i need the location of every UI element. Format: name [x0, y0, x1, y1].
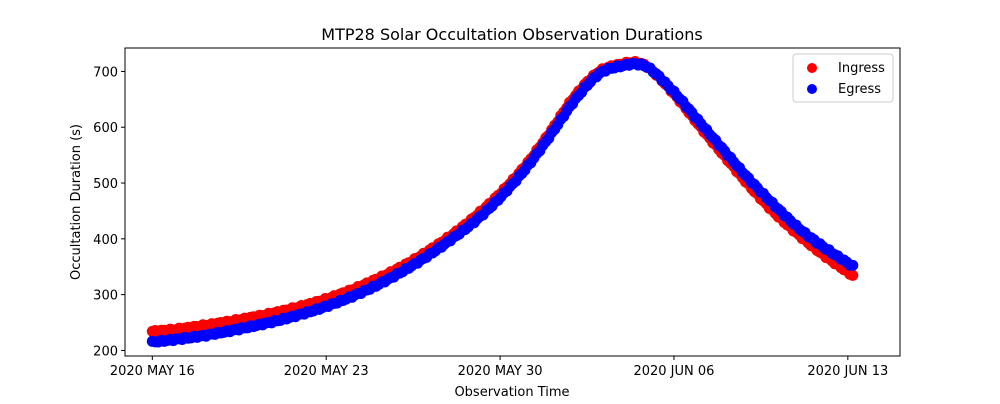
- legend-marker-ingress: [807, 63, 817, 73]
- x-axis-label: Observation Time: [454, 385, 569, 400]
- point-ingress: [847, 269, 859, 281]
- y-axis: 200 300 400 500 600 700: [93, 65, 125, 359]
- x-tick-label: 2020 MAY 30: [458, 364, 543, 379]
- y-tick-label: 500: [93, 177, 118, 192]
- legend: Ingress Egress: [792, 53, 894, 103]
- legend-label-egress: Egress: [838, 82, 881, 97]
- axes-frame: [124, 47, 901, 357]
- y-tick-label: 700: [93, 65, 118, 80]
- y-tick-label: 300: [93, 289, 118, 304]
- plot-marks: [146, 56, 859, 348]
- x-tick-label: 2020 JUN 13: [807, 364, 888, 379]
- x-axis: 2020 MAY 16 2020 MAY 23 2020 MAY 30 2020 JU…: [110, 356, 888, 379]
- y-tick-label: 400: [93, 233, 118, 248]
- legend-marker-egress: [807, 84, 817, 94]
- point-egress: [847, 259, 859, 271]
- chart-title: MTP28 Solar Occultation Observation Dura…: [321, 25, 702, 44]
- x-tick-label: 2020 MAY 23: [284, 364, 369, 379]
- y-tick-label: 200: [93, 344, 118, 359]
- x-tick-label: 2020 MAY 16: [110, 364, 195, 379]
- x-tick-label: 2020 JUN 06: [633, 364, 714, 379]
- legend-box: [792, 53, 894, 103]
- legend-label-ingress: Ingress: [838, 61, 885, 76]
- y-axis-label: Occultation Duration (s): [69, 124, 84, 280]
- y-tick-label: 600: [93, 121, 118, 136]
